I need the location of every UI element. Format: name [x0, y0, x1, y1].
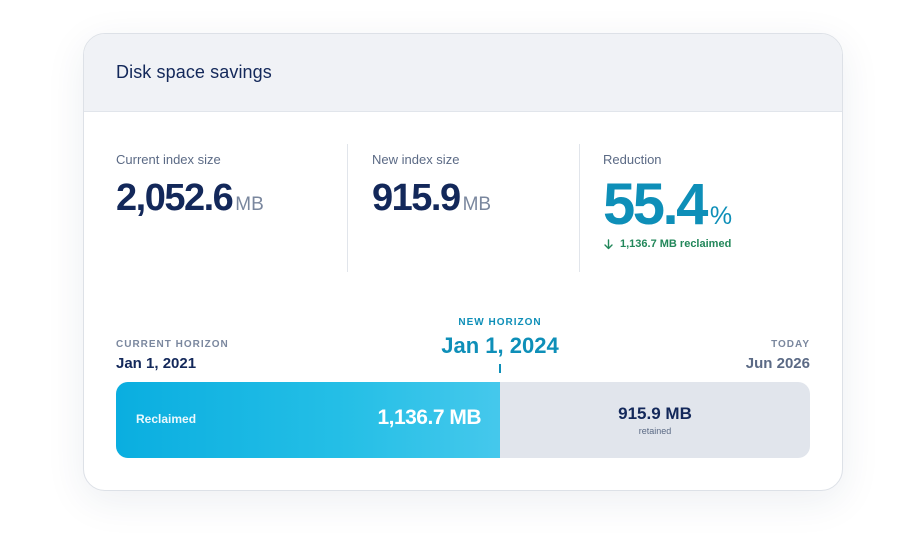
- card-header: Disk space savings: [84, 34, 842, 112]
- reclaimed-segment-label: Reclaimed: [136, 412, 197, 426]
- current-index-size-stat: Current index size 2,052.6 MB: [116, 144, 348, 272]
- reduction-value: 55.4: [603, 172, 708, 237]
- new-horizon-date: Jan 1, 2024: [441, 333, 559, 358]
- stat-value: 2,052.6: [116, 177, 234, 219]
- stat-label: Reduction: [603, 152, 662, 167]
- reduction-stat: Reduction 55.4% 1,136.7 MB reclaimed: [603, 144, 823, 272]
- stat-divider: [347, 144, 348, 272]
- new-horizon-marker: [499, 364, 501, 373]
- reclaimed-note-text: 1,136.7 MB reclaimed: [620, 238, 732, 250]
- new-index-size-stat: New index size 915.9 MB: [372, 144, 580, 272]
- retained-segment-sub: retained: [638, 426, 672, 436]
- stat-unit: MB: [235, 194, 264, 215]
- today-date: Jun 2026: [745, 355, 810, 372]
- today-label: TODAY: [771, 339, 810, 350]
- stat-value: 915.9: [372, 177, 461, 219]
- disk-space-savings-card: Disk space savings Current index size 2,…: [83, 33, 843, 491]
- stats-row: Current index size 2,052.6 MB New index s…: [84, 144, 842, 272]
- savings-bar: Reclaimed 1,136.7 MB 915.9 MB retained: [116, 382, 810, 458]
- stat-label: New index size: [372, 152, 460, 167]
- new-horizon-label: NEW HORIZON: [458, 317, 542, 328]
- stat-value-row: 915.9 MB: [372, 177, 580, 220]
- card-title: Disk space savings: [116, 62, 272, 82]
- reclaimed-note: 1,136.7 MB reclaimed: [603, 238, 823, 250]
- current-horizon-label: CURRENT HORIZON: [116, 339, 229, 350]
- reclaimed-segment-value: 1,136.7 MB: [377, 406, 481, 429]
- stat-unit: MB: [462, 194, 492, 215]
- stat-divider: [579, 144, 580, 272]
- retained-segment: 915.9 MB retained: [500, 382, 810, 458]
- reduction-unit: %: [709, 202, 733, 230]
- reclaimed-segment: Reclaimed 1,136.7 MB: [116, 382, 500, 458]
- stat-label: Current index size: [116, 152, 221, 167]
- retention-timeline: CURRENT HORIZON Jan 1, 2021 NEW HORIZON …: [116, 314, 810, 459]
- stat-value-row: 2,052.6 MB: [116, 177, 348, 220]
- current-horizon-date: Jan 1, 2021: [116, 355, 197, 372]
- retained-segment-value: 915.9 MB: [618, 404, 692, 423]
- stat-value-row: 55.4%: [603, 171, 823, 238]
- arrow-down-icon: [603, 238, 614, 250]
